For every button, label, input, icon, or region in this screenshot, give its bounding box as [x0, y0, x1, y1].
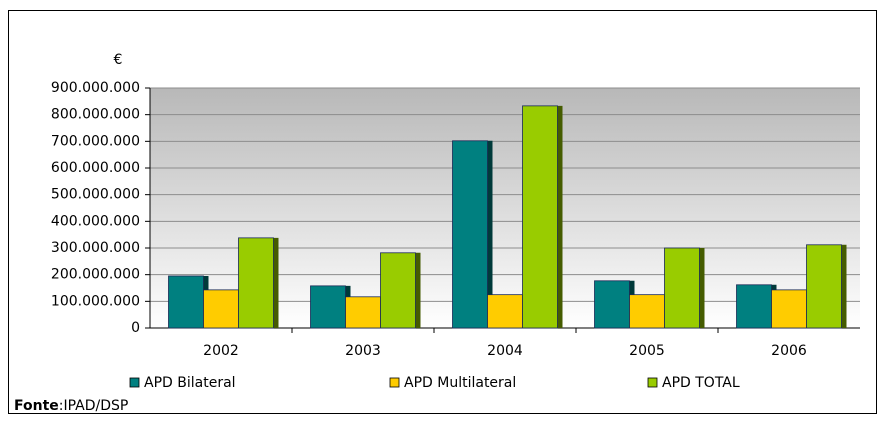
bar: [203, 289, 239, 329]
source-text: :IPAD/DSP: [59, 398, 129, 414]
source: Fonte:IPAD/DSP: [14, 398, 128, 414]
bar: [380, 252, 416, 329]
bar: [310, 285, 346, 329]
y-axis-label: €: [114, 52, 123, 68]
y-tick-label: 800.000.000: [51, 107, 140, 123]
bar-side: [487, 140, 493, 328]
bar: [487, 294, 523, 329]
bar: [664, 247, 700, 329]
y-tick-label: 100.000.000: [51, 293, 140, 309]
y-tick-label: 0: [131, 320, 140, 336]
bar-side: [273, 237, 279, 328]
source-label: Fonte: [14, 398, 59, 414]
y-tick-label: 900.000.000: [51, 80, 140, 96]
bar: [452, 140, 488, 329]
bar-side: [415, 252, 421, 328]
legend-swatch: [129, 377, 140, 388]
legend-swatch: [647, 377, 658, 388]
y-tick-label: 200.000.000: [51, 267, 140, 283]
bar: [345, 296, 381, 329]
bar: [168, 275, 204, 329]
legend-label: APD TOTAL: [662, 375, 740, 391]
y-tick-label: 500.000.000: [51, 187, 140, 203]
x-tick-label: 2004: [487, 343, 523, 359]
y-tick-label: 300.000.000: [51, 240, 140, 256]
legend-label: APD Bilateral: [144, 375, 236, 391]
y-tick-label: 400.000.000: [51, 213, 140, 229]
bar-side: [557, 105, 563, 328]
bar: [522, 105, 558, 329]
legend-label: APD Multilateral: [404, 375, 516, 391]
legend-swatch: [389, 377, 400, 388]
bar: [736, 284, 772, 329]
bar-side: [699, 248, 705, 328]
x-tick-label: 2006: [771, 343, 807, 359]
bar: [806, 244, 842, 329]
y-tick-label: 700.000.000: [51, 133, 140, 149]
bar: [771, 289, 807, 329]
x-tick-label: 2002: [203, 343, 239, 359]
bar: [629, 294, 665, 329]
bar: [594, 280, 630, 329]
x-tick-label: 2005: [629, 343, 665, 359]
y-tick-label: 600.000.000: [51, 160, 140, 176]
x-tick-label: 2003: [345, 343, 381, 359]
bar: [238, 237, 274, 329]
bar-side: [841, 244, 847, 328]
